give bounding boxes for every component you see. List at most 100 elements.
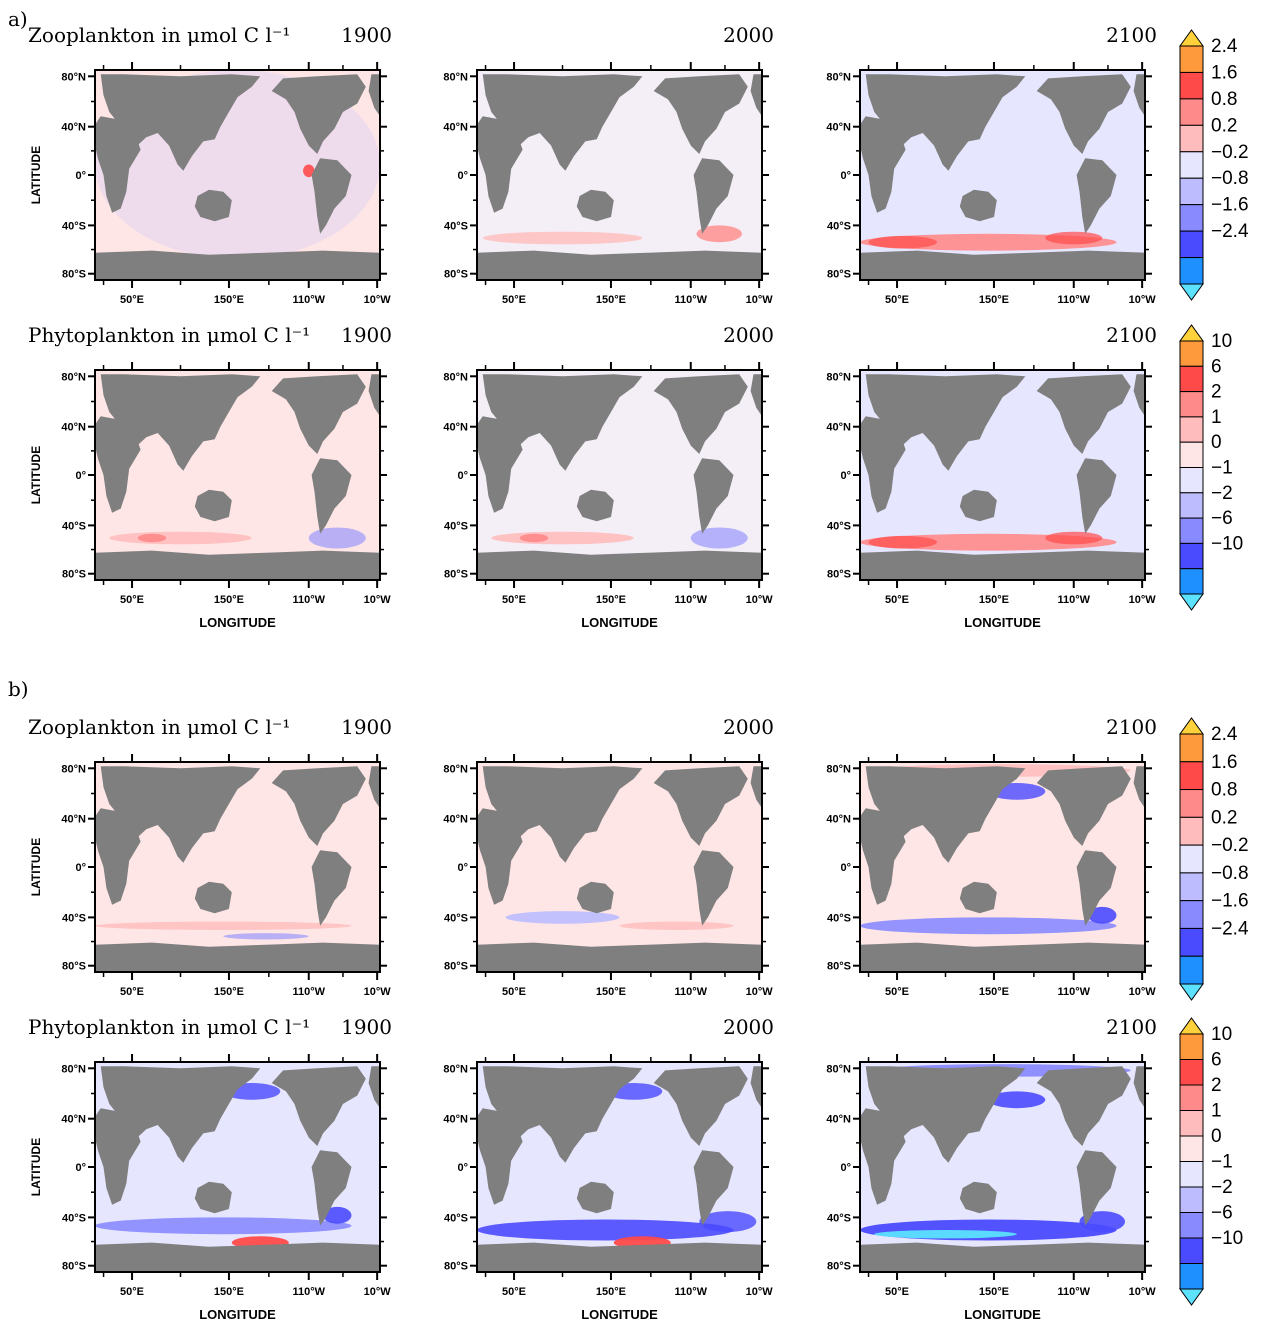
x-tick-label: 50°E <box>120 294 144 306</box>
y-tick-label: 80°S <box>62 569 86 581</box>
y-tick-label: 80°S <box>62 961 86 973</box>
colorbar-segment <box>1179 872 1204 902</box>
x-tick-label: 10°W <box>364 294 392 306</box>
land-mass <box>311 850 352 926</box>
map-panel: 80°N 40°N 0° 40°S 80°S 50°E 150°E 110°W 10°W <box>826 754 1156 998</box>
land-mass <box>1076 158 1117 234</box>
colorbar-segment <box>1179 733 1204 763</box>
y-tick-label: 0° <box>75 170 86 182</box>
colorbar-segment <box>1179 517 1204 544</box>
map-panel: 80°N 40°N 0° 40°S 80°S 50°E 150°E 110°W 10°W <box>826 1054 1156 1298</box>
colorbar-tick-label: −0.8 <box>1211 863 1249 884</box>
colorbar: 2.4 1.6 0.8 0.2 −0.2 −0.8 −1.6 −2.4 <box>1179 29 1249 301</box>
row-title: Phytoplankton in μmol C l⁻¹ <box>28 1015 310 1039</box>
y-tick-label: 40°S <box>827 520 851 532</box>
x-tick-label: 150°E <box>214 986 244 998</box>
land-mass <box>194 189 232 222</box>
y-tick-label: 0° <box>457 862 468 874</box>
colorbar-segment <box>1179 542 1204 570</box>
colorbar-segment <box>1179 927 1204 957</box>
colorbar-segment <box>1179 177 1204 206</box>
land-mass <box>194 1181 232 1214</box>
land-mass <box>311 458 352 534</box>
land-mass <box>959 489 997 522</box>
colorbar-segment <box>1179 1161 1204 1188</box>
anomaly-region <box>95 921 352 930</box>
map-panel: 80°N 40°N 0° 40°S 80°S 50°E 150°E 110°W 10°W <box>61 1054 391 1298</box>
land-mass <box>271 374 366 454</box>
anomaly-region <box>303 164 315 178</box>
y-tick-label: 40°N <box>826 814 851 826</box>
x-tick-label: 110°W <box>292 1286 325 1298</box>
x-tick-label: 50°E <box>885 986 909 998</box>
colorbar-segment <box>1179 816 1204 846</box>
colorbar-segment <box>1179 467 1204 494</box>
land-mass <box>865 1066 1026 1163</box>
colorbar-max-triangle <box>1179 1017 1204 1035</box>
anomaly-region <box>868 235 937 249</box>
y-tick-label: 40°N <box>61 422 86 434</box>
y-tick-label: 40°S <box>62 912 86 924</box>
colorbar-segment <box>1179 391 1204 418</box>
land-mass <box>860 808 906 905</box>
anomaly-region <box>109 531 252 545</box>
colorbar-tick-label: 6 <box>1211 1050 1222 1071</box>
year-label: 2000 <box>723 323 774 347</box>
land-mass <box>860 550 1145 580</box>
land-mass <box>271 74 366 154</box>
land-mass <box>653 74 748 154</box>
year-label: 2100 <box>1106 715 1157 739</box>
land-mass <box>576 881 614 914</box>
y-tick-label: 80°N <box>61 371 86 383</box>
year-label: 2000 <box>723 23 774 47</box>
colorbar-tick-label: 6 <box>1211 356 1222 377</box>
land-mass <box>1076 458 1117 534</box>
year-label: 1900 <box>341 1015 392 1039</box>
land-mass <box>860 942 1145 972</box>
colorbar-tick-label: −1 <box>1211 458 1233 479</box>
x-tick-label: 10°W <box>1129 1286 1157 1298</box>
land-mass <box>1036 374 1131 454</box>
land-mass <box>482 74 643 171</box>
land-mass <box>576 1181 614 1214</box>
y-tick-label: 80°N <box>443 1063 468 1075</box>
x-tick-label: 10°W <box>1129 294 1157 306</box>
anomaly-region <box>874 1230 1017 1239</box>
colorbar-segment <box>1179 124 1204 153</box>
land-mass <box>865 766 1026 863</box>
y-tick-label: 40°N <box>443 122 468 134</box>
colorbar-tick-label: −2.4 <box>1211 221 1249 242</box>
land-mass <box>1036 1066 1131 1146</box>
anomaly-region <box>95 1217 352 1235</box>
anomaly-region <box>1045 231 1103 245</box>
colorbar-segment <box>1179 416 1204 443</box>
colorbar-tick-label: 1.6 <box>1211 62 1237 83</box>
y-tick-label: 0° <box>840 470 851 482</box>
land-mass <box>653 1066 748 1146</box>
land-mass <box>477 416 523 513</box>
anomaly-region <box>223 933 309 940</box>
y-tick-label: 0° <box>840 1162 851 1174</box>
anomaly-region <box>860 917 1117 935</box>
land-mass <box>477 116 523 213</box>
x-tick-label: 10°W <box>746 594 774 606</box>
x-tick-label: 10°W <box>1129 594 1157 606</box>
land-mass <box>482 1066 643 1163</box>
colorbar-tick-label: −2 <box>1211 1177 1233 1198</box>
year-label: 2100 <box>1106 23 1157 47</box>
y-tick-label: 40°S <box>62 220 86 232</box>
x-tick-label: 110°W <box>1057 294 1090 306</box>
colorbar-tick-label: 1.6 <box>1211 752 1237 773</box>
x-tick-label: 10°W <box>746 986 774 998</box>
land-mass <box>100 374 261 471</box>
land-mass <box>860 416 906 513</box>
x-tick-label: 50°E <box>502 294 526 306</box>
colorbar-tick-label: −1.6 <box>1211 195 1249 216</box>
colorbar-tick-label: −0.2 <box>1211 835 1249 856</box>
land-mass <box>95 416 141 513</box>
y-tick-label: 80°N <box>826 371 851 383</box>
colorbar-segment <box>1179 257 1204 285</box>
land-mass <box>482 766 643 863</box>
land-mass <box>100 766 261 863</box>
